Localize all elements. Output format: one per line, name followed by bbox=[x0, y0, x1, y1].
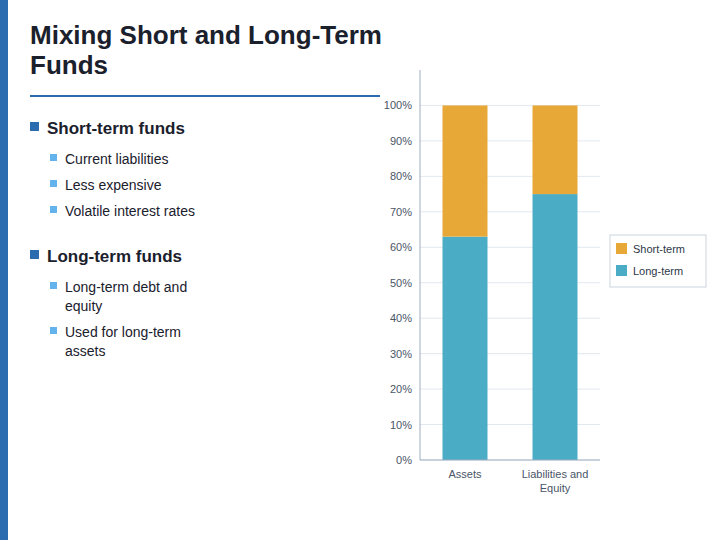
y-tick-label: 20% bbox=[390, 383, 412, 395]
text-line: Current liabilities bbox=[65, 151, 168, 167]
y-tick-label: 60% bbox=[390, 241, 412, 253]
page-root: Mixing Short and Long-TermFunds Short-ter… bbox=[0, 0, 720, 540]
text-line: Volatile interest rates bbox=[65, 203, 195, 219]
bullet bbox=[30, 122, 39, 131]
bullet bbox=[50, 282, 57, 289]
text-line: assets bbox=[65, 343, 105, 359]
bar-segment bbox=[533, 105, 578, 194]
text-line: Liabilities and bbox=[522, 468, 589, 480]
grid bbox=[420, 105, 600, 460]
bar-segment bbox=[443, 237, 488, 460]
y-tick-label: 30% bbox=[390, 348, 412, 360]
x-axis bbox=[420, 460, 600, 461]
title-rule bbox=[30, 95, 380, 97]
bars bbox=[443, 105, 578, 460]
x-tick-label: Assets bbox=[448, 468, 482, 480]
y-tick-label: 80% bbox=[390, 170, 412, 182]
bullet bbox=[50, 327, 57, 334]
background bbox=[0, 0, 720, 540]
bullet bbox=[30, 250, 39, 259]
legend-box bbox=[610, 235, 706, 287]
section-header: Short-term funds bbox=[47, 119, 185, 138]
slide: Mixing Short and Long-TermFunds Short-ter… bbox=[0, 0, 720, 540]
accent-bar bbox=[0, 0, 8, 540]
grid-line bbox=[420, 460, 600, 461]
section-header: Long-term funds bbox=[47, 247, 182, 266]
text-line: Short-term funds bbox=[47, 119, 185, 138]
y-tick-label: 100% bbox=[384, 99, 412, 111]
text-line: Long-term funds bbox=[47, 247, 182, 266]
text-line: Assets bbox=[448, 468, 482, 480]
text-line: Equity bbox=[540, 482, 571, 494]
text-line: Funds bbox=[30, 50, 108, 80]
bar-segment bbox=[443, 105, 488, 236]
section-item: Current liabilities bbox=[65, 151, 168, 167]
y-tick-label: 10% bbox=[390, 419, 412, 431]
legend: Short-term Long-term bbox=[610, 235, 706, 287]
y-axis bbox=[420, 70, 421, 460]
section-item: Less expensive bbox=[65, 177, 162, 193]
text-line: Used for long-term bbox=[65, 324, 181, 340]
text-line: Long-term debt and bbox=[65, 279, 187, 295]
legend-swatch bbox=[616, 243, 627, 254]
bar-segment bbox=[533, 194, 578, 460]
legend-label: Long-term bbox=[633, 265, 683, 277]
section-item: Volatile interest rates bbox=[65, 203, 195, 219]
text-line: Less expensive bbox=[65, 177, 162, 193]
legend-label: Short-term bbox=[633, 243, 685, 255]
y-tick-label: 40% bbox=[390, 312, 412, 324]
section-item: Used for long-term assets bbox=[65, 324, 181, 359]
bullet bbox=[50, 154, 57, 161]
title: Mixing Short and Long-TermFunds bbox=[30, 20, 382, 80]
section-item: Long-term debt and equity bbox=[65, 279, 187, 314]
legend-swatch bbox=[616, 265, 627, 276]
text-line: equity bbox=[65, 298, 102, 314]
y-tick-label: 50% bbox=[390, 277, 412, 289]
y-tick-label: 70% bbox=[390, 206, 412, 218]
y-tick-label: 90% bbox=[390, 135, 412, 147]
bullet bbox=[50, 180, 57, 187]
y-tick-label: 0% bbox=[396, 454, 412, 466]
x-tick-label: Liabilities and Equity bbox=[522, 468, 589, 494]
bullet bbox=[50, 206, 57, 213]
text-line: Mixing Short and Long-Term bbox=[30, 20, 382, 50]
